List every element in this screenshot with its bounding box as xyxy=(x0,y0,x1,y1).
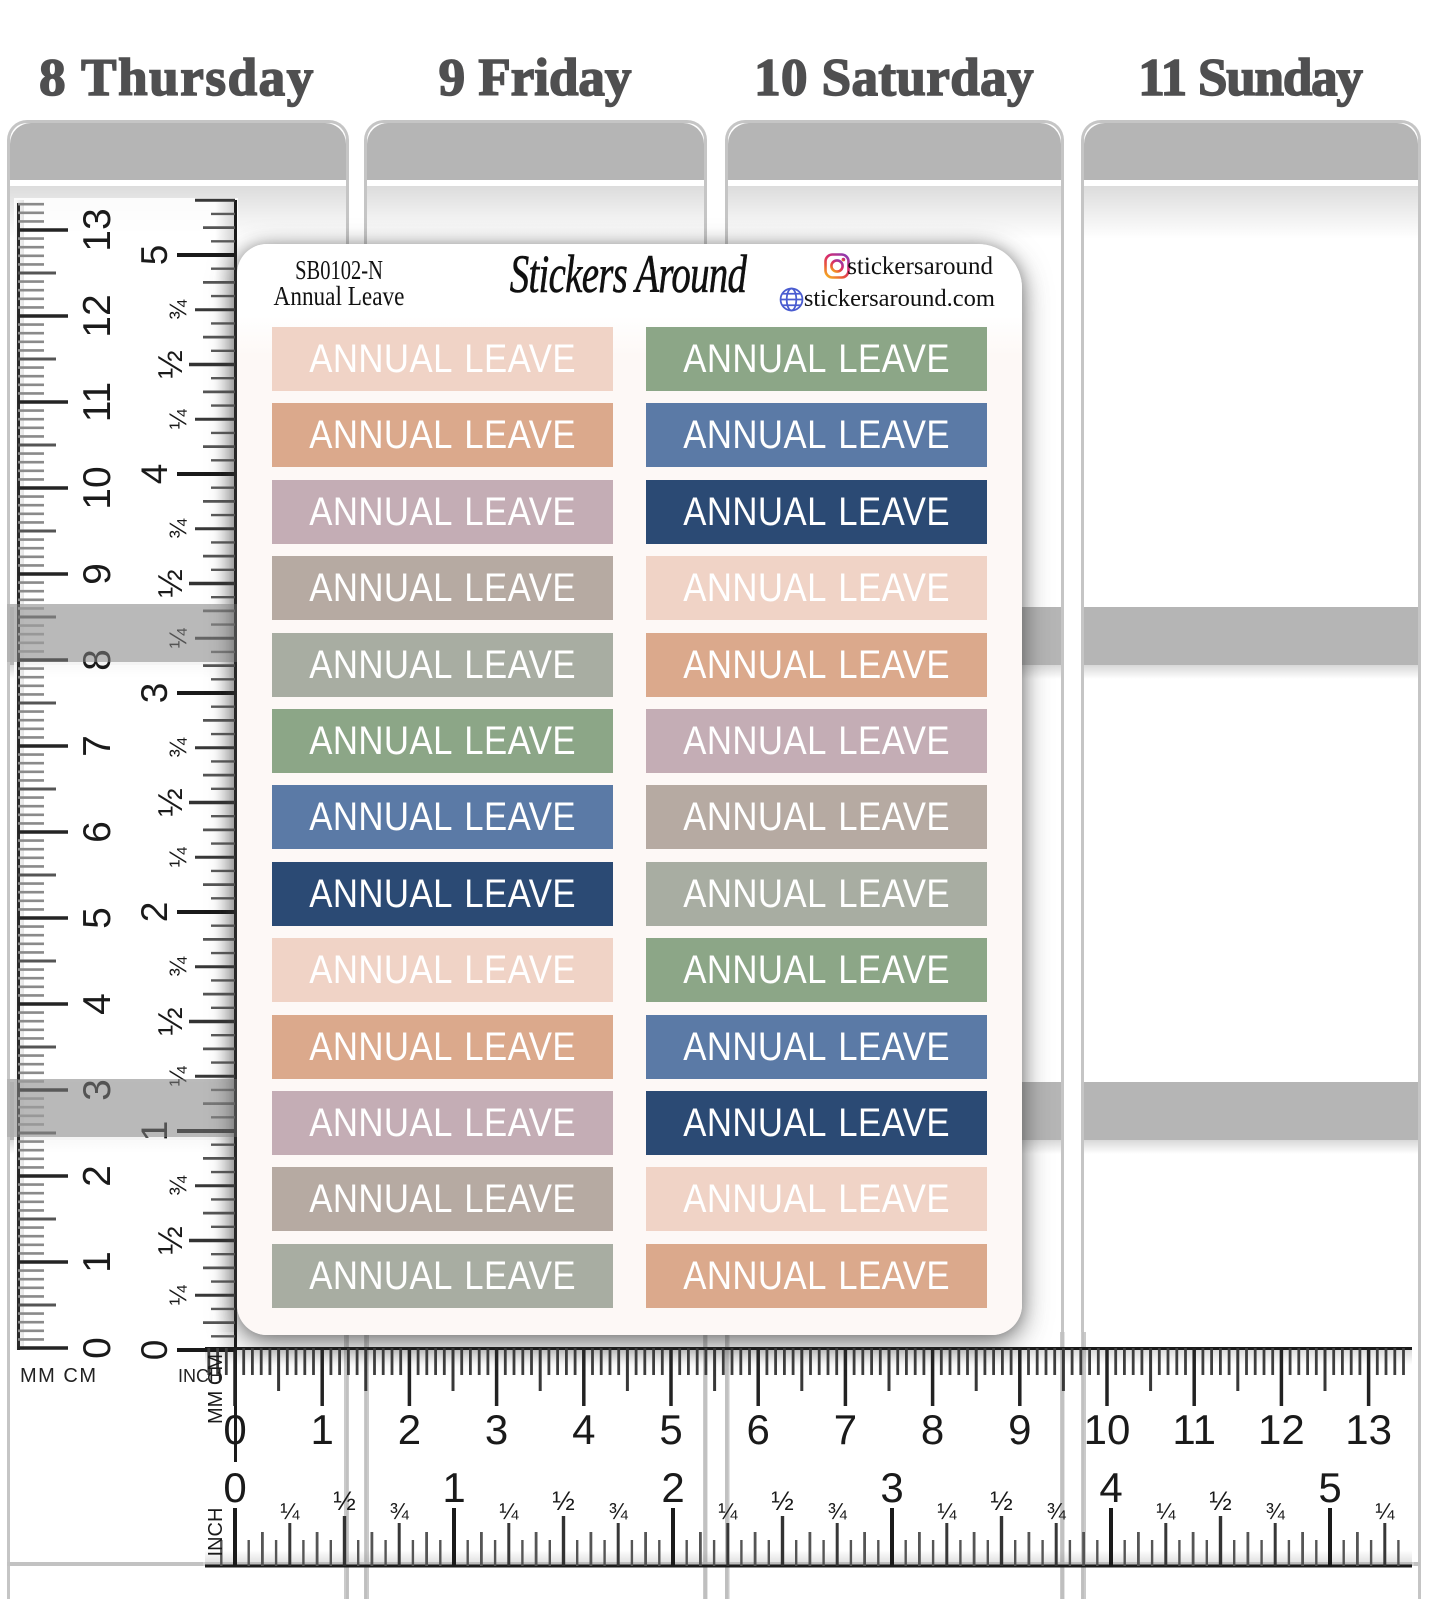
svg-text:½: ½ xyxy=(1209,1486,1232,1516)
svg-text:3: 3 xyxy=(76,1079,119,1101)
svg-text:2: 2 xyxy=(398,1406,421,1453)
svg-text:¾: ¾ xyxy=(828,1498,848,1524)
svg-text:¼: ¼ xyxy=(1375,1498,1395,1524)
svg-text:0: 0 xyxy=(223,1406,246,1453)
svg-text:4: 4 xyxy=(76,993,119,1015)
svg-text:¼: ¼ xyxy=(499,1498,519,1524)
svg-text:3: 3 xyxy=(485,1406,508,1453)
svg-text:12: 12 xyxy=(1258,1406,1305,1453)
svg-text:½: ½ xyxy=(333,1486,356,1516)
svg-text:¼: ¼ xyxy=(718,1498,738,1524)
svg-text:5: 5 xyxy=(76,907,119,929)
svg-text:MM CM: MM CM xyxy=(20,1365,97,1387)
svg-text:INCH: INCH xyxy=(205,1508,227,1557)
svg-text:4: 4 xyxy=(134,464,175,485)
svg-text:½: ½ xyxy=(152,350,190,378)
svg-text:1: 1 xyxy=(134,1121,175,1142)
svg-text:¾: ¾ xyxy=(165,737,192,758)
svg-text:3: 3 xyxy=(134,683,175,704)
svg-text:6: 6 xyxy=(76,821,119,843)
svg-text:10: 10 xyxy=(76,466,119,509)
svg-text:¾: ¾ xyxy=(165,518,192,539)
svg-text:¾: ¾ xyxy=(390,1498,410,1524)
svg-text:¼: ¼ xyxy=(280,1498,300,1524)
svg-text:11: 11 xyxy=(1172,1406,1216,1453)
svg-text:5: 5 xyxy=(134,245,175,266)
svg-text:½: ½ xyxy=(990,1486,1013,1516)
svg-text:3: 3 xyxy=(880,1464,903,1511)
svg-text:13: 13 xyxy=(76,208,119,251)
svg-text:10: 10 xyxy=(1084,1406,1131,1453)
svg-text:7: 7 xyxy=(834,1406,857,1453)
svg-text:¾: ¾ xyxy=(1047,1498,1067,1524)
svg-text:0: 0 xyxy=(134,1340,175,1361)
svg-text:11: 11 xyxy=(76,382,119,423)
svg-text:¾: ¾ xyxy=(165,1175,192,1196)
svg-text:1: 1 xyxy=(76,1251,119,1273)
svg-text:6: 6 xyxy=(747,1406,770,1453)
svg-text:½: ½ xyxy=(152,1226,190,1254)
svg-text:¼: ¼ xyxy=(165,1284,192,1305)
svg-text:9: 9 xyxy=(76,563,119,585)
svg-text:¼: ¼ xyxy=(165,627,192,648)
svg-text:8: 8 xyxy=(76,649,119,671)
svg-text:¾: ¾ xyxy=(609,1498,629,1524)
svg-text:8: 8 xyxy=(921,1406,944,1453)
svg-text:4: 4 xyxy=(1099,1464,1122,1511)
svg-text:¼: ¼ xyxy=(165,1065,192,1086)
svg-text:½: ½ xyxy=(552,1486,575,1516)
svg-text:2: 2 xyxy=(661,1464,684,1511)
svg-text:¾: ¾ xyxy=(1266,1498,1286,1524)
svg-text:½: ½ xyxy=(152,569,190,597)
svg-text:¼: ¼ xyxy=(937,1498,957,1524)
svg-text:13: 13 xyxy=(1345,1406,1392,1453)
svg-text:½: ½ xyxy=(771,1486,794,1516)
svg-text:INCH: INCH xyxy=(178,1366,222,1386)
svg-text:2: 2 xyxy=(134,902,175,923)
svg-text:¾: ¾ xyxy=(165,299,192,320)
svg-text:7: 7 xyxy=(76,735,119,757)
svg-text:¼: ¼ xyxy=(165,408,192,429)
svg-text:½: ½ xyxy=(152,1007,190,1035)
svg-text:1: 1 xyxy=(311,1406,334,1453)
svg-text:¾: ¾ xyxy=(165,956,192,977)
svg-text:MM CM: MM CM xyxy=(205,1354,227,1424)
svg-text:12: 12 xyxy=(76,294,119,337)
svg-text:0: 0 xyxy=(223,1464,246,1511)
svg-text:½: ½ xyxy=(152,788,190,816)
svg-text:4: 4 xyxy=(572,1406,595,1453)
svg-text:5: 5 xyxy=(659,1406,682,1453)
svg-text:¼: ¼ xyxy=(165,846,192,867)
svg-text:5: 5 xyxy=(1318,1464,1341,1511)
svg-text:9: 9 xyxy=(1008,1406,1031,1453)
svg-text:0: 0 xyxy=(76,1337,119,1359)
svg-text:2: 2 xyxy=(76,1165,119,1187)
svg-text:1: 1 xyxy=(442,1464,465,1511)
svg-text:¼: ¼ xyxy=(1156,1498,1176,1524)
